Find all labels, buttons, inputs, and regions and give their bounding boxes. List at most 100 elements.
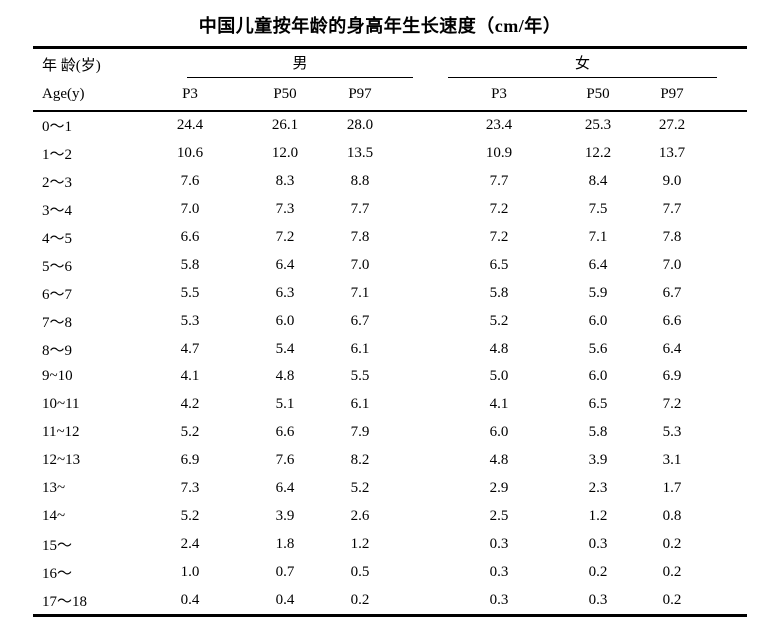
female-p3-cell: 5.8 — [489, 284, 509, 301]
female-p97-cell: 7.7 — [662, 201, 682, 218]
female-p50-cell: 3.9 — [588, 452, 608, 469]
age-cell: 15～ — [42, 537, 73, 554]
age-cell: 12~13 — [42, 452, 81, 469]
female-p3-cell: 7.2 — [489, 229, 509, 245]
table-row: 10~11 4.2 5.1 6.1 4.1 6.5 7.2 — [33, 391, 747, 419]
female-p50-cell: 0.3 — [588, 535, 608, 552]
male-p97-cell: 5.2 — [350, 480, 370, 497]
table-row: 13~ 7.3 6.4 5.2 2.9 2.3 1.7 — [33, 475, 747, 503]
age-header-cn: 年 龄(岁) — [42, 57, 101, 74]
table-row: 0～1 24.4 26.1 28.0 23.4 25.3 27.2 — [33, 112, 747, 140]
male-group-label: 男 — [292, 56, 308, 72]
male-p97-cell: 13.5 — [346, 145, 374, 162]
male-p50-cell: 6.4 — [275, 480, 295, 497]
female-p97-cell: 3.1 — [662, 452, 682, 469]
female-p3-cell: 4.8 — [489, 452, 509, 469]
female-group-label: 女 — [574, 56, 590, 72]
male-p3-cell: 1.0 — [180, 563, 200, 580]
age-cell: 7～8 — [42, 314, 73, 331]
table-row: 14~ 5.2 3.9 2.6 2.5 1.2 0.8 — [33, 502, 747, 530]
female-p97-cell: 9.0 — [662, 173, 682, 190]
growth-velocity-table: 年 龄(岁) 男 女 Age(y) P3 P50 P97 P3 P50 P97 … — [33, 46, 747, 618]
age-cell: 17～18 — [42, 593, 88, 610]
table-bottom-rule — [33, 614, 747, 618]
male-p97-cell: 0.5 — [350, 563, 370, 580]
female-p50-cell: 5.8 — [588, 424, 608, 441]
table-header-group-row: 年 龄(岁) 男 女 — [33, 49, 747, 79]
table-row: 9~10 4.1 4.8 5.5 5.0 6.0 6.9 — [33, 363, 747, 391]
female-p97-cell: 6.6 — [662, 312, 682, 329]
male-p50-cell: 4.8 — [275, 368, 295, 385]
female-p50-cell: 6.0 — [588, 312, 608, 329]
male-p3-cell: 5.8 — [180, 256, 200, 273]
female-p3-cell: 2.5 — [489, 507, 509, 524]
male-p3-cell: 4.7 — [180, 340, 200, 357]
female-p97-cell: 13.7 — [658, 145, 686, 162]
female-p50-cell: 8.4 — [588, 173, 608, 190]
female-p50-cell: 7.1 — [588, 229, 608, 245]
female-p97-cell: 0.2 — [662, 591, 682, 608]
female-p3-cell: 10.9 — [485, 145, 513, 162]
female-group-header: 女 — [448, 52, 717, 78]
male-p3-cell: 5.5 — [180, 284, 200, 301]
female-p97-cell: 7.2 — [662, 396, 682, 413]
male-p50-cell: 1.8 — [275, 535, 295, 552]
table-row: 8～9 4.7 5.4 6.1 4.8 5.6 6.4 — [33, 335, 747, 363]
table-top-rule — [33, 46, 747, 49]
table-row: 2～3 7.6 8.3 8.8 7.7 8.4 9.0 — [33, 168, 747, 196]
table-row: 7～8 5.3 6.0 6.7 5.2 6.0 6.6 — [33, 307, 747, 335]
male-p97-cell: 6.1 — [350, 340, 370, 357]
age-cell: 10~11 — [42, 396, 80, 413]
table-row: 11~12 5.2 6.6 7.9 6.0 5.8 5.3 — [33, 419, 747, 447]
female-p3-cell: 4.8 — [489, 340, 509, 357]
female-p97-cell: 0.2 — [662, 563, 682, 580]
female-p97-header: P97 — [660, 86, 684, 102]
male-p97-cell: 7.9 — [350, 424, 370, 441]
age-cell: 8～9 — [42, 342, 73, 359]
female-p97-cell: 27.2 — [658, 117, 686, 134]
male-p3-cell: 7.6 — [180, 173, 200, 190]
male-p97-header: P97 — [348, 86, 372, 102]
female-p3-cell: 6.5 — [489, 256, 509, 273]
female-p3-cell: 7.7 — [489, 173, 509, 190]
male-p50-cell: 5.4 — [275, 340, 295, 357]
male-p50-cell: 26.1 — [271, 117, 299, 134]
female-p50-cell: 6.4 — [588, 256, 608, 273]
male-p3-cell: 24.4 — [176, 117, 204, 134]
table-body: 0～1 24.4 26.1 28.0 23.4 25.3 27.2 1～2 10… — [33, 112, 747, 614]
male-p3-cell: 5.2 — [180, 424, 200, 441]
female-p97-cell: 7.8 — [662, 229, 682, 245]
female-p3-cell: 7.2 — [489, 201, 509, 218]
male-p3-cell: 5.2 — [180, 507, 200, 524]
male-p3-cell: 2.4 — [180, 535, 200, 552]
age-header-en: Age(y) — [42, 86, 85, 102]
age-cell: 3～4 — [42, 203, 73, 220]
female-p50-cell: 12.2 — [584, 145, 612, 162]
age-cell: 2～3 — [42, 175, 73, 192]
male-group-header: 男 — [187, 52, 413, 78]
table-row: 12~13 6.9 7.6 8.2 4.8 3.9 3.1 — [33, 447, 747, 475]
female-p50-cell: 5.9 — [588, 284, 608, 301]
female-p50-cell: 1.2 — [588, 507, 608, 524]
male-p50-cell: 5.1 — [275, 396, 295, 413]
age-cell: 9~10 — [42, 368, 73, 385]
table-row: 5～6 5.8 6.4 7.0 6.5 6.4 7.0 — [33, 251, 747, 279]
male-p50-cell: 3.9 — [275, 507, 295, 524]
table-header-percentile-row: Age(y) P3 P50 P97 P3 P50 P97 — [33, 79, 747, 110]
male-p97-cell: 7.8 — [350, 229, 370, 245]
female-p50-cell: 0.3 — [588, 591, 608, 608]
male-p3-cell: 6.6 — [180, 229, 200, 245]
male-p50-cell: 12.0 — [271, 145, 299, 162]
male-p3-cell: 7.3 — [180, 480, 200, 497]
male-p50-cell: 7.6 — [275, 452, 295, 469]
male-p50-cell: 7.3 — [275, 201, 295, 218]
table-row: 17～18 0.4 0.4 0.2 0.3 0.3 0.2 — [33, 586, 747, 614]
male-p50-cell: 6.0 — [275, 312, 295, 329]
female-p50-cell: 6.0 — [588, 368, 608, 385]
female-p3-cell: 5.2 — [489, 312, 509, 329]
male-p3-cell: 0.4 — [180, 591, 200, 608]
age-cell: 5～6 — [42, 258, 73, 275]
female-p97-cell: 5.3 — [662, 424, 682, 441]
male-p97-cell: 7.7 — [350, 201, 370, 218]
